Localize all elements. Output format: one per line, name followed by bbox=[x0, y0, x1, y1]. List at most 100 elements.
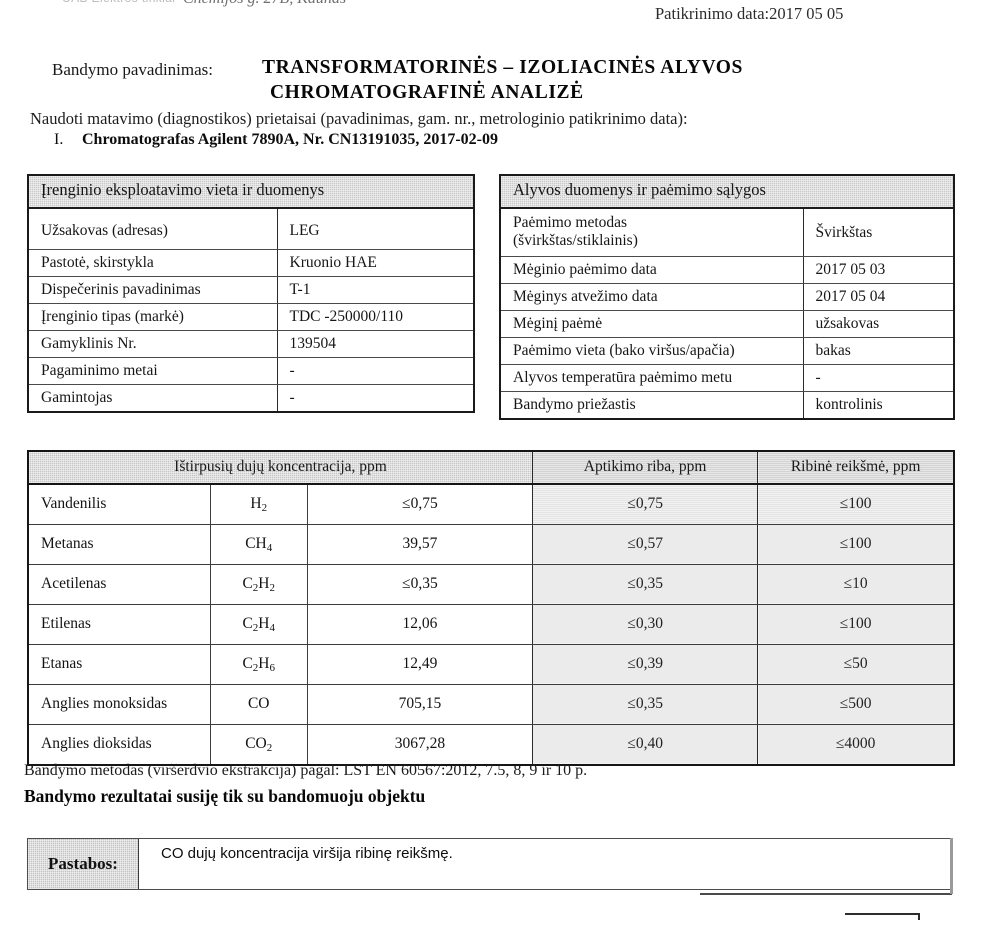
test-name-label: Bandymo pavadinimas: bbox=[52, 60, 214, 79]
equipment-value-manufacturer: - bbox=[289, 388, 295, 406]
oil-key-sampled-by: Mėginį paėmė bbox=[501, 310, 804, 338]
oil-key-temperature: Alyvos temperatūra paėmimo metu bbox=[501, 364, 804, 392]
detection-limit-cell: ≤0,35 bbox=[532, 684, 759, 725]
equipment-value-year: - bbox=[277, 357, 473, 385]
table-row: Acetilenas C2H2 ≤0,35 ≤0,35 ≤10 bbox=[29, 564, 953, 605]
result-scope-line: Bandymo rezultatai susiję tik su bandomu… bbox=[24, 786, 426, 806]
gas-name-cell: Etanas bbox=[29, 644, 211, 685]
concentration-cell: ≤0,75 bbox=[307, 484, 534, 525]
oil-key-test-reason: Bandymo priežastis bbox=[501, 391, 804, 418]
gas-formula-cell: C2H4 bbox=[210, 604, 308, 645]
concentration-cell: 39,57 bbox=[307, 524, 534, 565]
instrument-item: I. Chromatografas Agilent 7890A, Nr. CN13… bbox=[54, 131, 498, 149]
remarks-label: Pastabos: bbox=[28, 839, 139, 889]
oil-key-sample-date: Mėginio paėmimo data bbox=[501, 256, 804, 284]
oil-key-sampling-method-line2: (švirkštas/stiklainis) bbox=[513, 232, 638, 249]
limit-value-cell: ≤500 bbox=[757, 684, 953, 725]
table-row: Mėginio paėmimo data 2017 05 03 bbox=[501, 256, 953, 284]
table-row: Pastotė, skirstykla Kruonio HAE bbox=[29, 249, 473, 277]
instrument-text: Chromatografas Agilent 7890A, Nr. CN1319… bbox=[82, 131, 498, 148]
equipment-value-customer: LEG bbox=[277, 209, 473, 250]
instruments-intro: Naudoti matavimo (diagnostikos) prietais… bbox=[30, 109, 688, 128]
scan-artifact-line bbox=[918, 913, 920, 920]
table-row: Etilenas C2H4 12,06 ≤0,30 ≤100 bbox=[29, 604, 953, 645]
equipment-key-dispatch-name: Dispečerinis pavadinimas bbox=[29, 276, 278, 304]
gas-formula-cell: C2H2 bbox=[210, 564, 308, 605]
detection-limit-cell: ≤0,40 bbox=[532, 724, 759, 764]
equipment-key-manufacturer: Gamintojas bbox=[29, 384, 278, 411]
limit-value-cell: ≤4000 bbox=[758, 724, 953, 764]
table-row: Paėmimo vieta (bako viršus/apačia) bakas bbox=[501, 337, 953, 365]
results-header-concentration: Ištirpusių dujų koncentracija, ppm bbox=[29, 452, 533, 485]
table-row: Užsakovas (adresas) LEG bbox=[29, 209, 473, 250]
letterhead: UAB Elektros tinklai Chemijos g. 27B, Ka… bbox=[0, 0, 981, 13]
test-method-line: Bandymo metodas (viršerdvio ekstrakcija)… bbox=[24, 762, 588, 779]
oil-value-test-reason: kontrolinis bbox=[815, 396, 883, 413]
oil-key-delivery-date: Mėginys atvežimo data bbox=[501, 283, 804, 311]
results-header-row: Ištirpusių dujų koncentracija, ppm Aptik… bbox=[29, 452, 953, 485]
limit-value-cell: ≤10 bbox=[757, 564, 953, 605]
scan-artifact-line bbox=[845, 913, 920, 915]
gas-formula-cell: CO2 bbox=[210, 724, 308, 764]
check-date: Patikrinimo data:2017 05 05 bbox=[655, 4, 844, 23]
concentration-cell: 12,06 bbox=[307, 604, 534, 645]
table-row: Anglies dioksidas CO2 3067,28 ≤0,40 ≤4000 bbox=[29, 724, 953, 764]
results-header-limit-value: Ribinė reikšmė, ppm bbox=[757, 452, 953, 485]
limit-value-cell: ≤100 bbox=[757, 524, 953, 565]
equipment-value-type: TDC -250000/110 bbox=[277, 303, 473, 331]
equipment-value-substation: Kruonio HAE bbox=[277, 249, 473, 277]
concentration-cell: 12,49 bbox=[307, 644, 534, 685]
limit-value-cell: ≤100 bbox=[757, 604, 953, 645]
gas-name-cell: Anglies monoksidas bbox=[29, 684, 211, 725]
limit-value-cell: ≤50 bbox=[757, 644, 953, 685]
oil-key-sampling-location: Paėmimo vieta (bako viršus/apačia) bbox=[501, 337, 804, 365]
remarks-box: Pastabos: CO dujų koncentracija viršija … bbox=[27, 838, 953, 890]
table-row: Įrenginio tipas (markė) TDC -250000/110 bbox=[29, 303, 473, 331]
concentration-cell: 705,15 bbox=[307, 684, 534, 725]
table-row: Dispečerinis pavadinimas T-1 bbox=[29, 276, 473, 304]
table-row: Pagaminimo metai - bbox=[29, 357, 473, 385]
table-row: Gamintojas - bbox=[29, 384, 473, 411]
detection-limit-cell: ≤0,30 bbox=[532, 604, 759, 645]
concentration-cell: ≤0,35 bbox=[307, 564, 534, 605]
gas-name-cell: Etilenas bbox=[29, 604, 211, 645]
gas-name-cell: Anglies dioksidas bbox=[29, 724, 211, 764]
concentration-cell: 3067,28 bbox=[307, 724, 534, 764]
gas-formula-cell: H2 bbox=[210, 484, 308, 525]
oil-value-sampled-by: užsakovas bbox=[803, 310, 953, 338]
table-row: Mėginį paėmė užsakovas bbox=[501, 310, 953, 338]
detection-limit-cell: ≤0,75 bbox=[532, 484, 759, 525]
oil-value-sampling-location: bakas bbox=[803, 337, 953, 365]
instrument-number: I. bbox=[54, 131, 64, 148]
gas-name-cell: Vandenilis bbox=[29, 484, 211, 525]
equipment-key-serial: Gamyklinis Nr. bbox=[29, 330, 278, 358]
oil-value-temperature: - bbox=[803, 364, 953, 392]
table-row: Etanas C2H6 12,49 ≤0,39 ≤50 bbox=[29, 644, 953, 685]
oil-value-sampling-method: Švirkštas bbox=[803, 209, 953, 257]
equipment-value-dispatch-name: T-1 bbox=[277, 276, 473, 304]
equipment-key-year: Pagaminimo metai bbox=[29, 357, 278, 385]
scan-artifact-line bbox=[700, 893, 952, 895]
letterhead-company: UAB Elektros tinklai bbox=[62, 0, 175, 5]
letterhead-address: Chemijos g. 27B, Kaunas bbox=[183, 0, 346, 8]
oil-sampling-table: Alyvos duomenys ir paėmimo sąlygos Paėmi… bbox=[499, 174, 955, 420]
page-title-line-1: TRANSFORMATORINĖS – IZOLIACINĖS ALYVOS bbox=[262, 57, 743, 78]
table-row: Alyvos temperatūra paėmimo metu - bbox=[501, 364, 953, 392]
table-row: Paėmimo metodas (švirkštas/stiklainis) Š… bbox=[501, 209, 953, 257]
equipment-table: Įrenginio eksploatavimo vieta ir duomeny… bbox=[27, 174, 475, 413]
detection-limit-cell: ≤0,57 bbox=[532, 524, 759, 565]
results-table: Ištirpusių dujų koncentracija, ppm Aptik… bbox=[27, 450, 955, 766]
oil-key-sampling-method: Paėmimo metodas (švirkštas/stiklainis) bbox=[501, 209, 804, 257]
remarks-text: CO dujų koncentracija viršija ribinę rei… bbox=[161, 845, 453, 862]
equipment-key-customer: Užsakovas (adresas) bbox=[29, 209, 278, 250]
table-row: Bandymo priežastis kontrolinis bbox=[501, 391, 953, 418]
table-row: Metanas CH4 39,57 ≤0,57 ≤100 bbox=[29, 524, 953, 565]
equipment-key-substation: Pastotė, skirstykla bbox=[29, 249, 278, 277]
table-row: Mėginys atvežimo data 2017 05 04 bbox=[501, 283, 953, 311]
results-header-detection-limit: Aptikimo riba, ppm bbox=[532, 452, 758, 485]
detection-limit-cell: ≤0,39 bbox=[532, 644, 759, 685]
detection-limit-cell: ≤0,35 bbox=[532, 564, 759, 605]
gas-formula-cell: C2H6 bbox=[210, 644, 308, 685]
table-row: Vandenilis H2 ≤0,75 ≤0,75 ≤100 bbox=[29, 484, 953, 525]
